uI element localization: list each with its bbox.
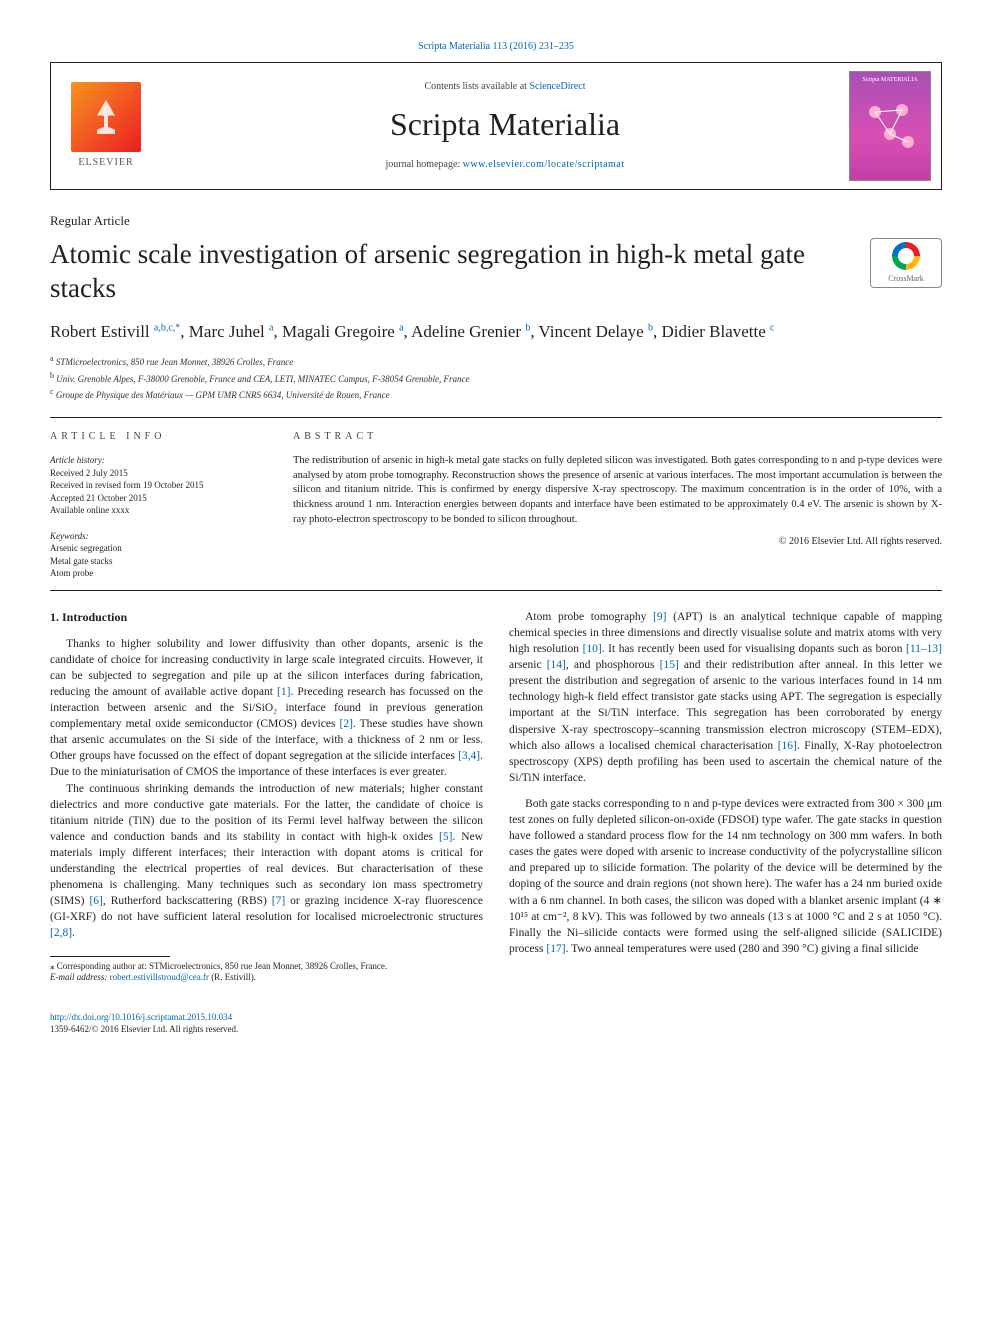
elsevier-tree-icon: [71, 82, 141, 152]
citation-link[interactable]: [1]: [277, 686, 290, 698]
citation-link[interactable]: [11–13]: [906, 643, 942, 655]
body-paragraph: Both gate stacks corresponding to n and …: [509, 796, 942, 957]
citation-link[interactable]: [3,4]: [458, 750, 480, 762]
citation-link[interactable]: [15]: [660, 659, 679, 671]
abstract-text: The redistribution of arsenic in high-k …: [293, 454, 942, 527]
homepage-prefix: journal homepage:: [385, 159, 462, 170]
article-info-column: ARTICLE INFO Article history: Received 2…: [50, 430, 265, 580]
keywords-label: Keywords:: [50, 531, 89, 541]
citation-link[interactable]: [5]: [439, 831, 452, 843]
citation-link[interactable]: [17]: [546, 943, 565, 955]
citation-link[interactable]: [10]: [583, 643, 602, 655]
crossmark-label: CrossMark: [888, 273, 924, 284]
journal-homepage-link[interactable]: www.elsevier.com/locate/scriptamat: [463, 159, 625, 170]
citation-link[interactable]: [9]: [653, 611, 666, 623]
citation-link[interactable]: [6]: [89, 895, 102, 907]
article-type: Regular Article: [50, 212, 942, 230]
available-date: Available online xxxx: [50, 504, 265, 517]
history-label: Article history:: [50, 455, 105, 465]
journal-reference: Scripta Materialia 113 (2016) 231–235: [50, 40, 942, 54]
abstract-heading: ABSTRACT: [293, 430, 942, 444]
cover-title: Scripta MATERIALIA: [862, 76, 917, 84]
corresponding-author-footnote: ⁎ Corresponding author at: STMicroelectr…: [50, 961, 483, 984]
body-paragraph: Atom probe tomography [9] (APT) is an an…: [509, 609, 942, 786]
keyword: Metal gate stacks: [50, 555, 265, 568]
body-columns: 1. Introduction Thanks to higher solubil…: [50, 609, 942, 984]
accepted-date: Accepted 21 October 2015: [50, 492, 265, 505]
revised-date: Received in revised form 19 October 2015: [50, 479, 265, 492]
email-label: E-mail address:: [50, 972, 110, 982]
authors-line: Robert Estivill a,b,c,*, Marc Juhel a, M…: [50, 320, 942, 344]
body-paragraph: The continuous shrinking demands the int…: [50, 781, 483, 942]
body-paragraph: Thanks to higher solubility and lower di…: [50, 636, 483, 781]
contents-lists-line: Contents lists available at ScienceDirec…: [161, 80, 849, 94]
sciencedirect-link[interactable]: ScienceDirect: [529, 81, 585, 92]
section-heading: 1. Introduction: [50, 609, 483, 626]
elsevier-wordmark: ELSEVIER: [78, 156, 133, 170]
keyword: Arsenic segregation: [50, 542, 265, 555]
footnote-rule: [50, 956, 170, 957]
crossmark-icon: [892, 242, 920, 270]
issn-copyright: 1359-6462/© 2016 Elsevier Ltd. All right…: [50, 1024, 942, 1036]
page-footer: http://dx.doi.org/10.1016/j.scriptamat.2…: [50, 1012, 942, 1035]
email-link[interactable]: robert.estivillstroud@cea.fr: [110, 972, 209, 982]
article-info-heading: ARTICLE INFO: [50, 430, 265, 444]
journal-header: ELSEVIER Contents lists available at Sci…: [50, 62, 942, 190]
elsevier-logo[interactable]: ELSEVIER: [51, 76, 161, 176]
journal-cover-thumbnail[interactable]: Scripta MATERIALIA: [849, 71, 931, 181]
corr-author-text: ⁎ Corresponding author at: STMicroelectr…: [50, 961, 483, 973]
abstract-column: ABSTRACT The redistribution of arsenic i…: [293, 430, 942, 580]
journal-ref-link[interactable]: Scripta Materialia 113 (2016) 231–235: [418, 41, 574, 52]
journal-name: Scripta Materialia: [161, 102, 849, 147]
abstract-copyright: © 2016 Elsevier Ltd. All rights reserved…: [293, 535, 942, 549]
article-title: Atomic scale investigation of arsenic se…: [50, 238, 852, 306]
citation-link[interactable]: [14]: [547, 659, 566, 671]
citation-link[interactable]: [7]: [272, 895, 285, 907]
doi-link[interactable]: http://dx.doi.org/10.1016/j.scriptamat.2…: [50, 1012, 232, 1022]
citation-link[interactable]: [2,8]: [50, 927, 72, 939]
affiliations: a STMicroelectronics, 850 rue Jean Monne…: [50, 353, 942, 403]
crossmark-badge[interactable]: CrossMark: [870, 238, 942, 288]
email-suffix: (R. Estivill).: [209, 972, 256, 982]
section-rule-bottom: [50, 590, 942, 591]
section-rule-top: [50, 417, 942, 418]
homepage-line: journal homepage: www.elsevier.com/locat…: [161, 158, 849, 172]
keyword: Atom probe: [50, 567, 265, 580]
citation-link[interactable]: [2]: [339, 718, 352, 730]
citation-link[interactable]: [16]: [778, 740, 797, 752]
contents-prefix: Contents lists available at: [424, 81, 529, 92]
received-date: Received 2 July 2015: [50, 467, 265, 480]
